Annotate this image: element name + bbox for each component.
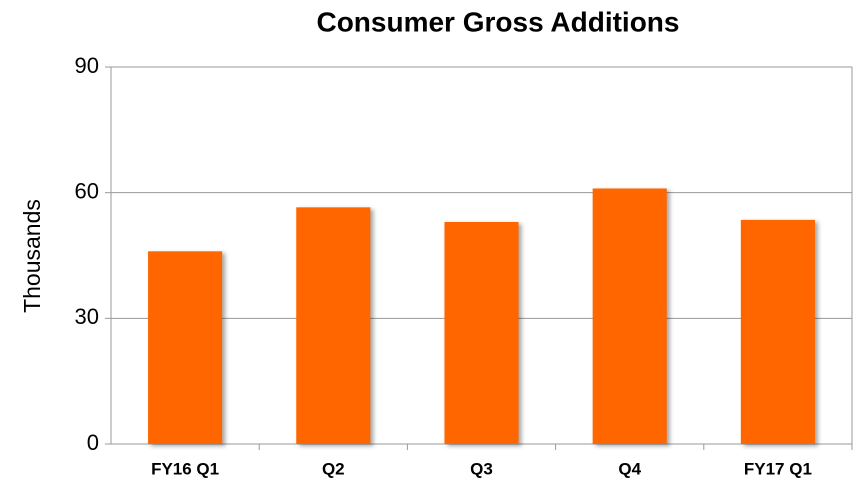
x-tick-label: FY16 Q1 (151, 459, 219, 478)
y-tick-label: 0 (87, 430, 99, 455)
x-tick-label: Q3 (470, 459, 493, 478)
y-tick-label: 60 (75, 178, 99, 203)
bar (148, 251, 223, 444)
chart-title: Consumer Gross Additions (316, 6, 679, 37)
x-tick-label: FY17 Q1 (744, 459, 812, 478)
x-tick-label: Q2 (322, 459, 345, 478)
bar (740, 219, 815, 444)
bar (444, 221, 519, 444)
y-tick-label: 30 (75, 304, 99, 329)
bar (592, 188, 667, 444)
x-tick-label: Q4 (618, 459, 641, 478)
bar (296, 207, 371, 444)
y-axis-label: Thousands (19, 199, 45, 313)
y-tick-label: 90 (75, 53, 99, 78)
